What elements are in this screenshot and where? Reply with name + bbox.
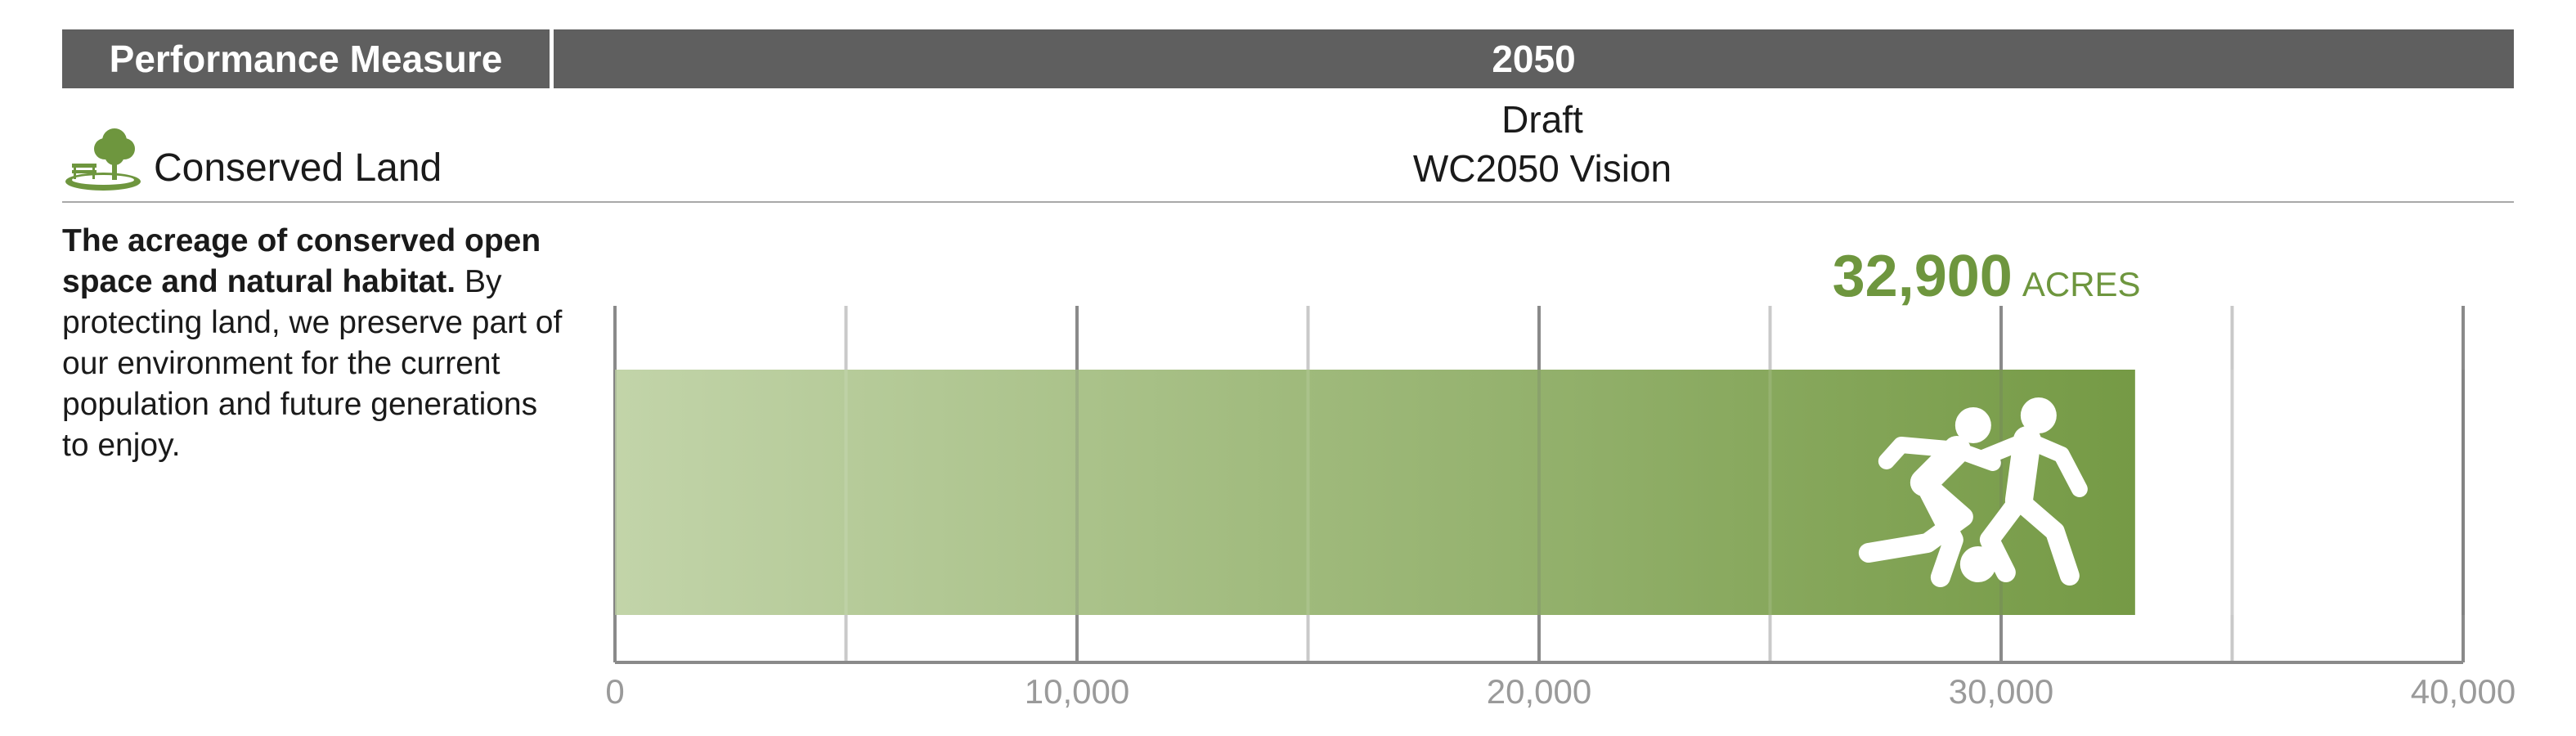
bar-conserved-land [615,370,2135,615]
table-header: Performance Measure 2050 [62,29,2514,88]
description-bold: The acreage of conserved open space and … [62,223,541,299]
scenario-line-2: WC2050 Vision [1412,147,1672,190]
measure-description: The acreage of conserved open space and … [62,221,569,466]
x-tick-label: 30,000 [1949,672,2053,711]
x-tick-label: 0 [605,672,624,711]
row-divider [62,201,2514,203]
x-tick-label: 20,000 [1487,672,1591,711]
soccer-players-icon [1858,397,2088,587]
measure-row: Conserved Land [62,123,442,193]
x-tick-label: 40,000 [2411,672,2515,711]
x-tick-label: 10,000 [1025,672,1129,711]
performance-measure-header: Performance Measure [62,29,554,88]
year-header: 2050 [1492,38,1576,80]
scenario-label: Draft WC2050 Vision [1281,95,1804,193]
scenario-line-1: Draft [1501,98,1583,141]
description-text: By protecting land, we preserve part of … [62,264,563,463]
measure-name: Conserved Land [154,146,442,190]
value-label: 32,900 [1833,244,2013,309]
unit-label: ACRES [2022,265,2141,303]
tree-bench-icon [65,128,141,191]
